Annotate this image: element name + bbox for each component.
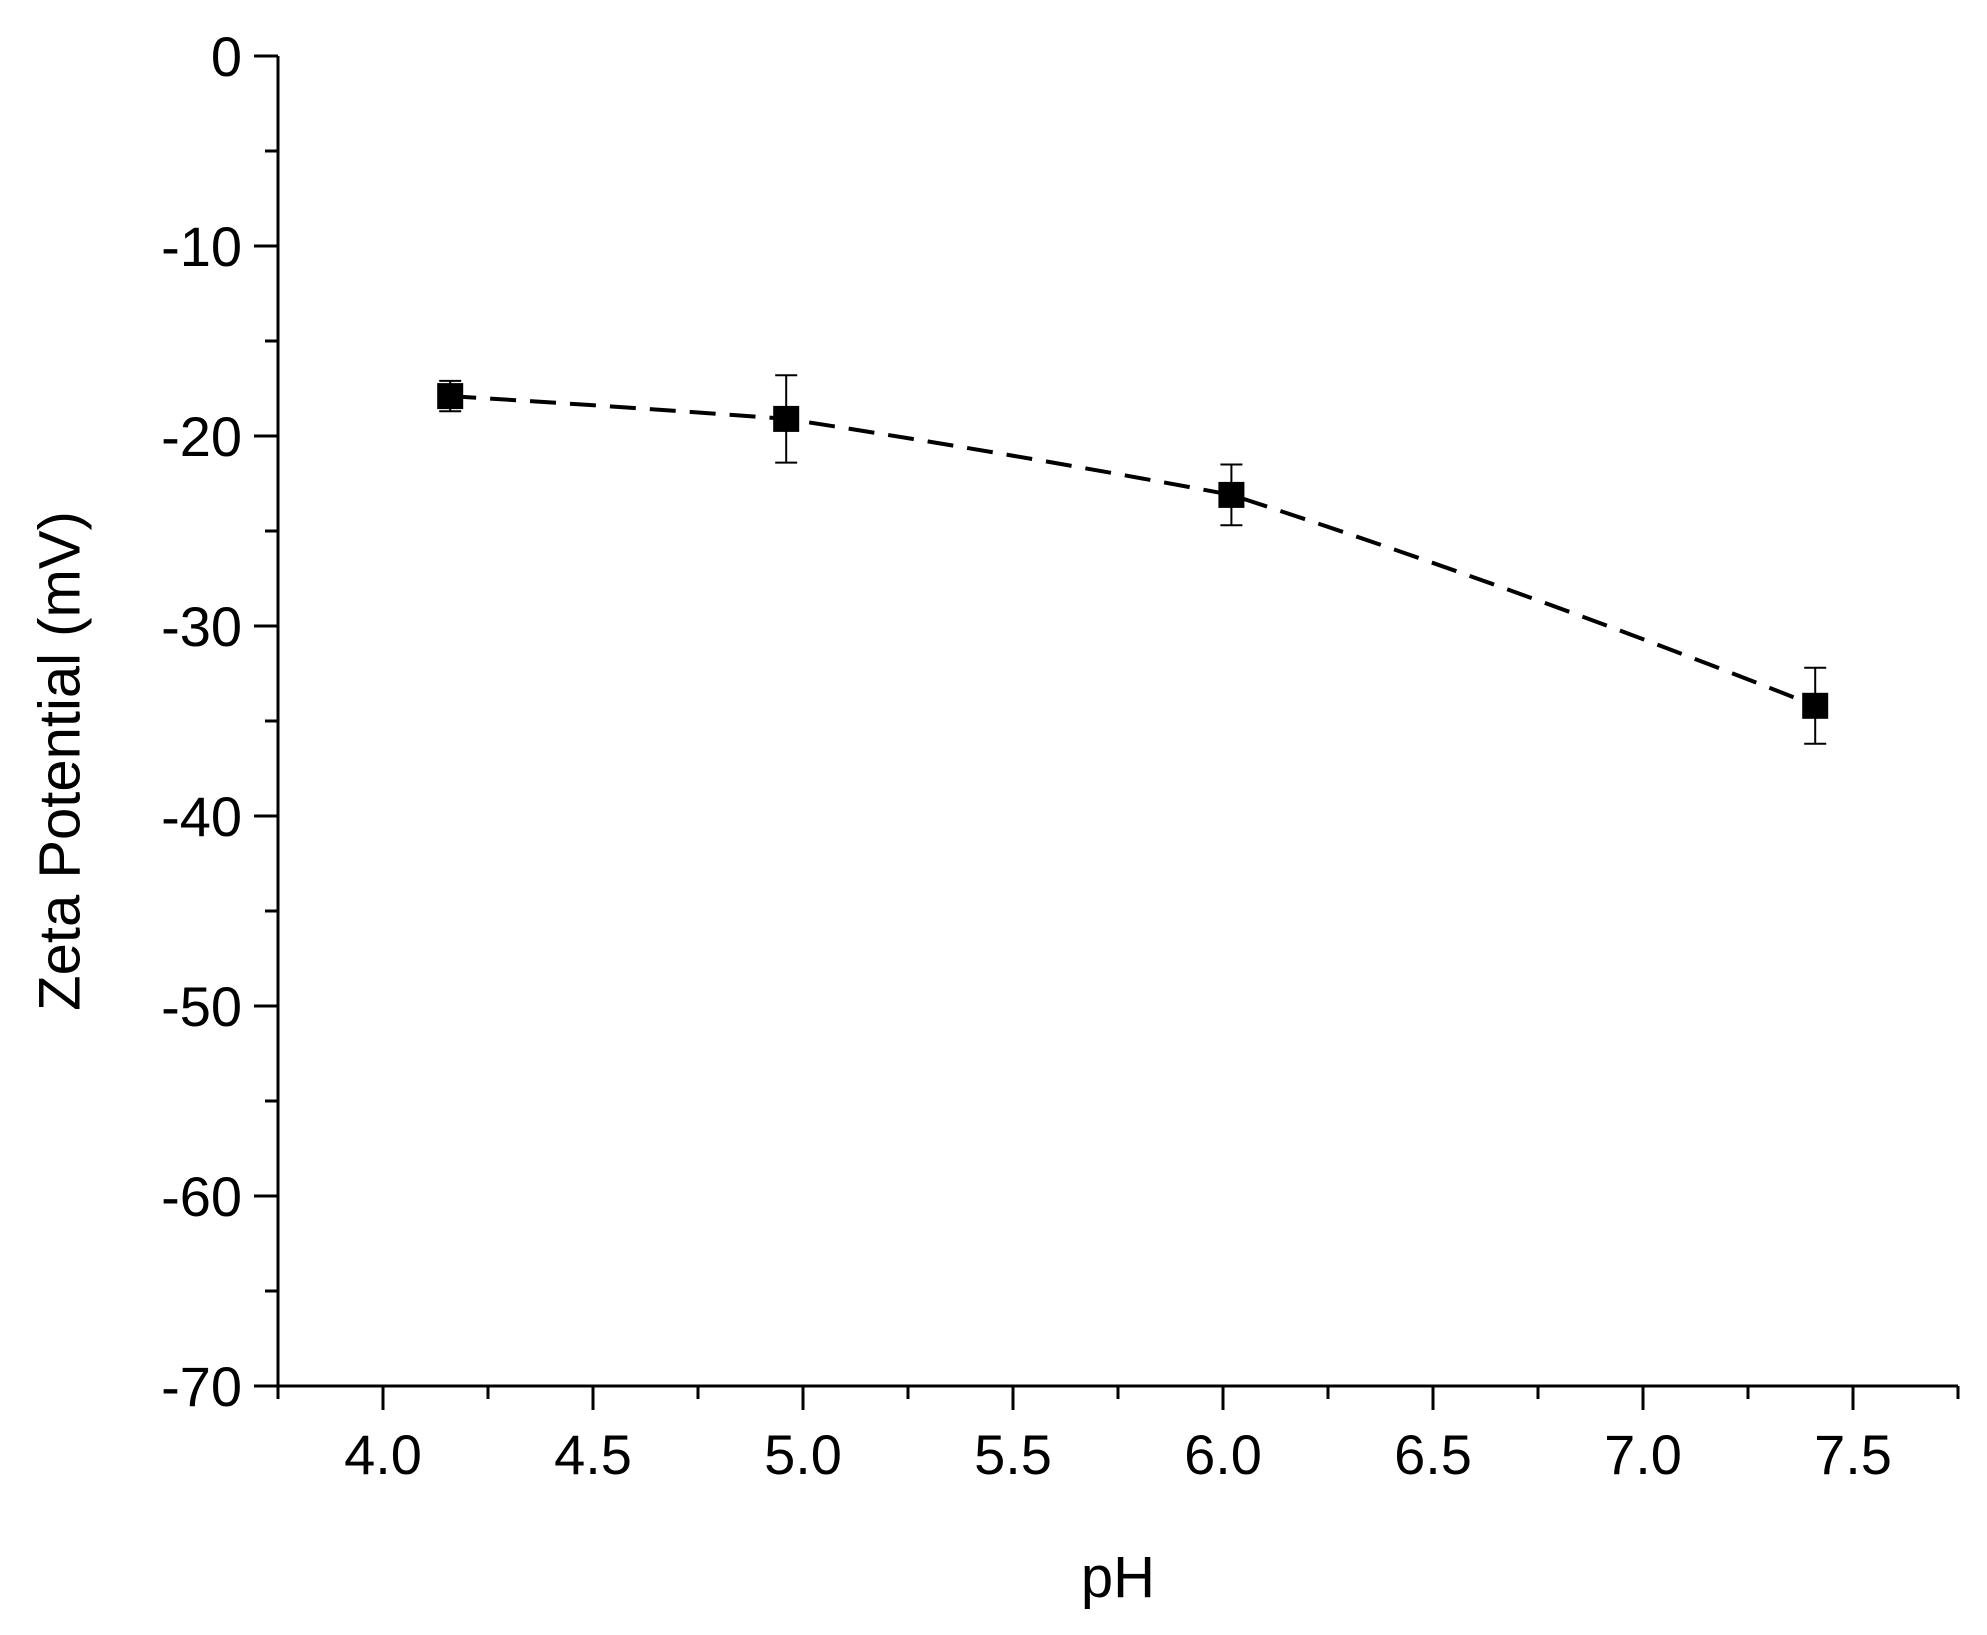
tick-labels: 0 -10 -20 -30 -40 -50 -60 -70 4.0 4.5 5.0 5.5 6.0 6.5…	[161, 25, 1892, 1486]
y-tick-label: -40	[161, 785, 242, 848]
x-tick-label: 6.0	[1184, 1423, 1262, 1486]
axes	[276, 56, 1958, 1388]
data-point-marker	[437, 383, 464, 410]
data-series	[437, 374, 1829, 745]
y-axis-title: Zeta Potential (mV)	[27, 511, 92, 1011]
y-tick-label: -30	[161, 595, 242, 658]
series-group	[437, 374, 1829, 745]
y-tick-label: 0	[211, 25, 242, 88]
y-tick-label: -20	[161, 405, 242, 468]
y-tick-label: -70	[161, 1355, 242, 1418]
x-tick-label: 6.5	[1394, 1423, 1472, 1486]
data-point-marker	[1802, 692, 1829, 719]
tick-marks	[254, 54, 1960, 1410]
x-axis-title: pH	[1081, 1545, 1155, 1610]
x-tick-label: 4.5	[554, 1423, 632, 1486]
x-tick-label: 5.5	[974, 1423, 1052, 1486]
y-tick-label: -50	[161, 975, 242, 1038]
data-point-marker	[773, 405, 800, 432]
y-tick-label: -60	[161, 1165, 242, 1228]
y-tick-label: -10	[161, 215, 242, 278]
x-tick-label: 4.0	[344, 1423, 422, 1486]
x-tick-label: 7.0	[1604, 1423, 1682, 1486]
series-dashed-line	[450, 394, 1816, 708]
x-tick-label: 5.0	[764, 1423, 842, 1486]
data-point-marker	[1218, 481, 1245, 508]
x-tick-label: 7.5	[1814, 1423, 1892, 1486]
